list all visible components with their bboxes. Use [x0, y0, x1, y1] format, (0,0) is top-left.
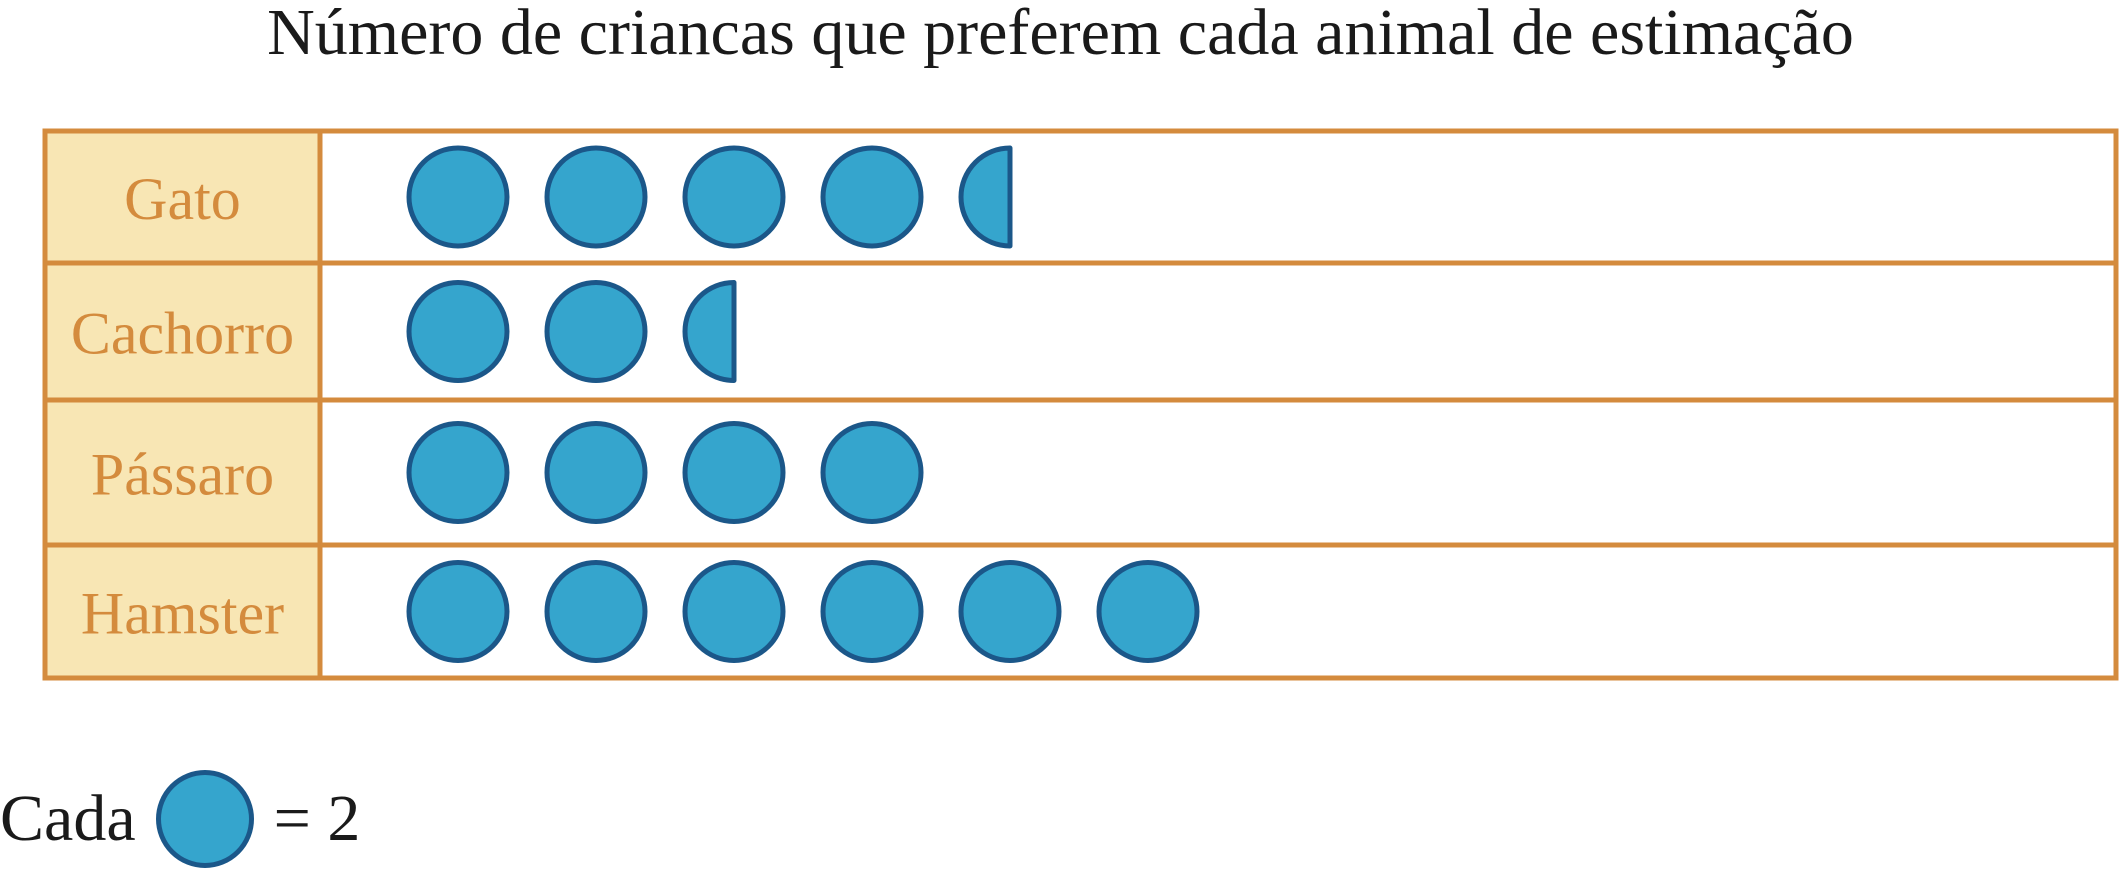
circle-icon [406, 421, 510, 524]
chart-title: Número de criancas que preferem cada ani… [267, 0, 1854, 69]
circle-icon [406, 280, 510, 383]
circle-icon [820, 560, 924, 663]
circle-icon [820, 145, 924, 249]
circle-icon [820, 421, 924, 524]
circle-icon [544, 145, 648, 249]
circle-icon [1096, 560, 1200, 663]
legend-circle-icon [155, 770, 254, 868]
circle-icon [544, 280, 648, 383]
legend: Cada = 2 [0, 764, 360, 874]
category-label: Pássaro [91, 442, 274, 508]
category-label: Hamster [81, 581, 284, 647]
legend-suffix: = 2 [273, 782, 361, 855]
category-label: Gato [124, 166, 241, 232]
category-label: Cachorro [71, 301, 294, 367]
circle-icon [958, 560, 1062, 663]
table-border [42, 128, 2119, 681]
circle-icon [406, 145, 510, 249]
legend-prefix: Cada [0, 782, 136, 855]
circle-icon [682, 145, 786, 249]
circle-icon [544, 560, 648, 663]
half-circle-icon [958, 145, 1013, 249]
label-column-bg [45, 131, 320, 678]
circle-icon [406, 560, 510, 663]
circle-icon [682, 421, 786, 524]
half-circle-icon [682, 280, 737, 383]
circle-icon [544, 421, 648, 524]
circle-icon [682, 560, 786, 663]
